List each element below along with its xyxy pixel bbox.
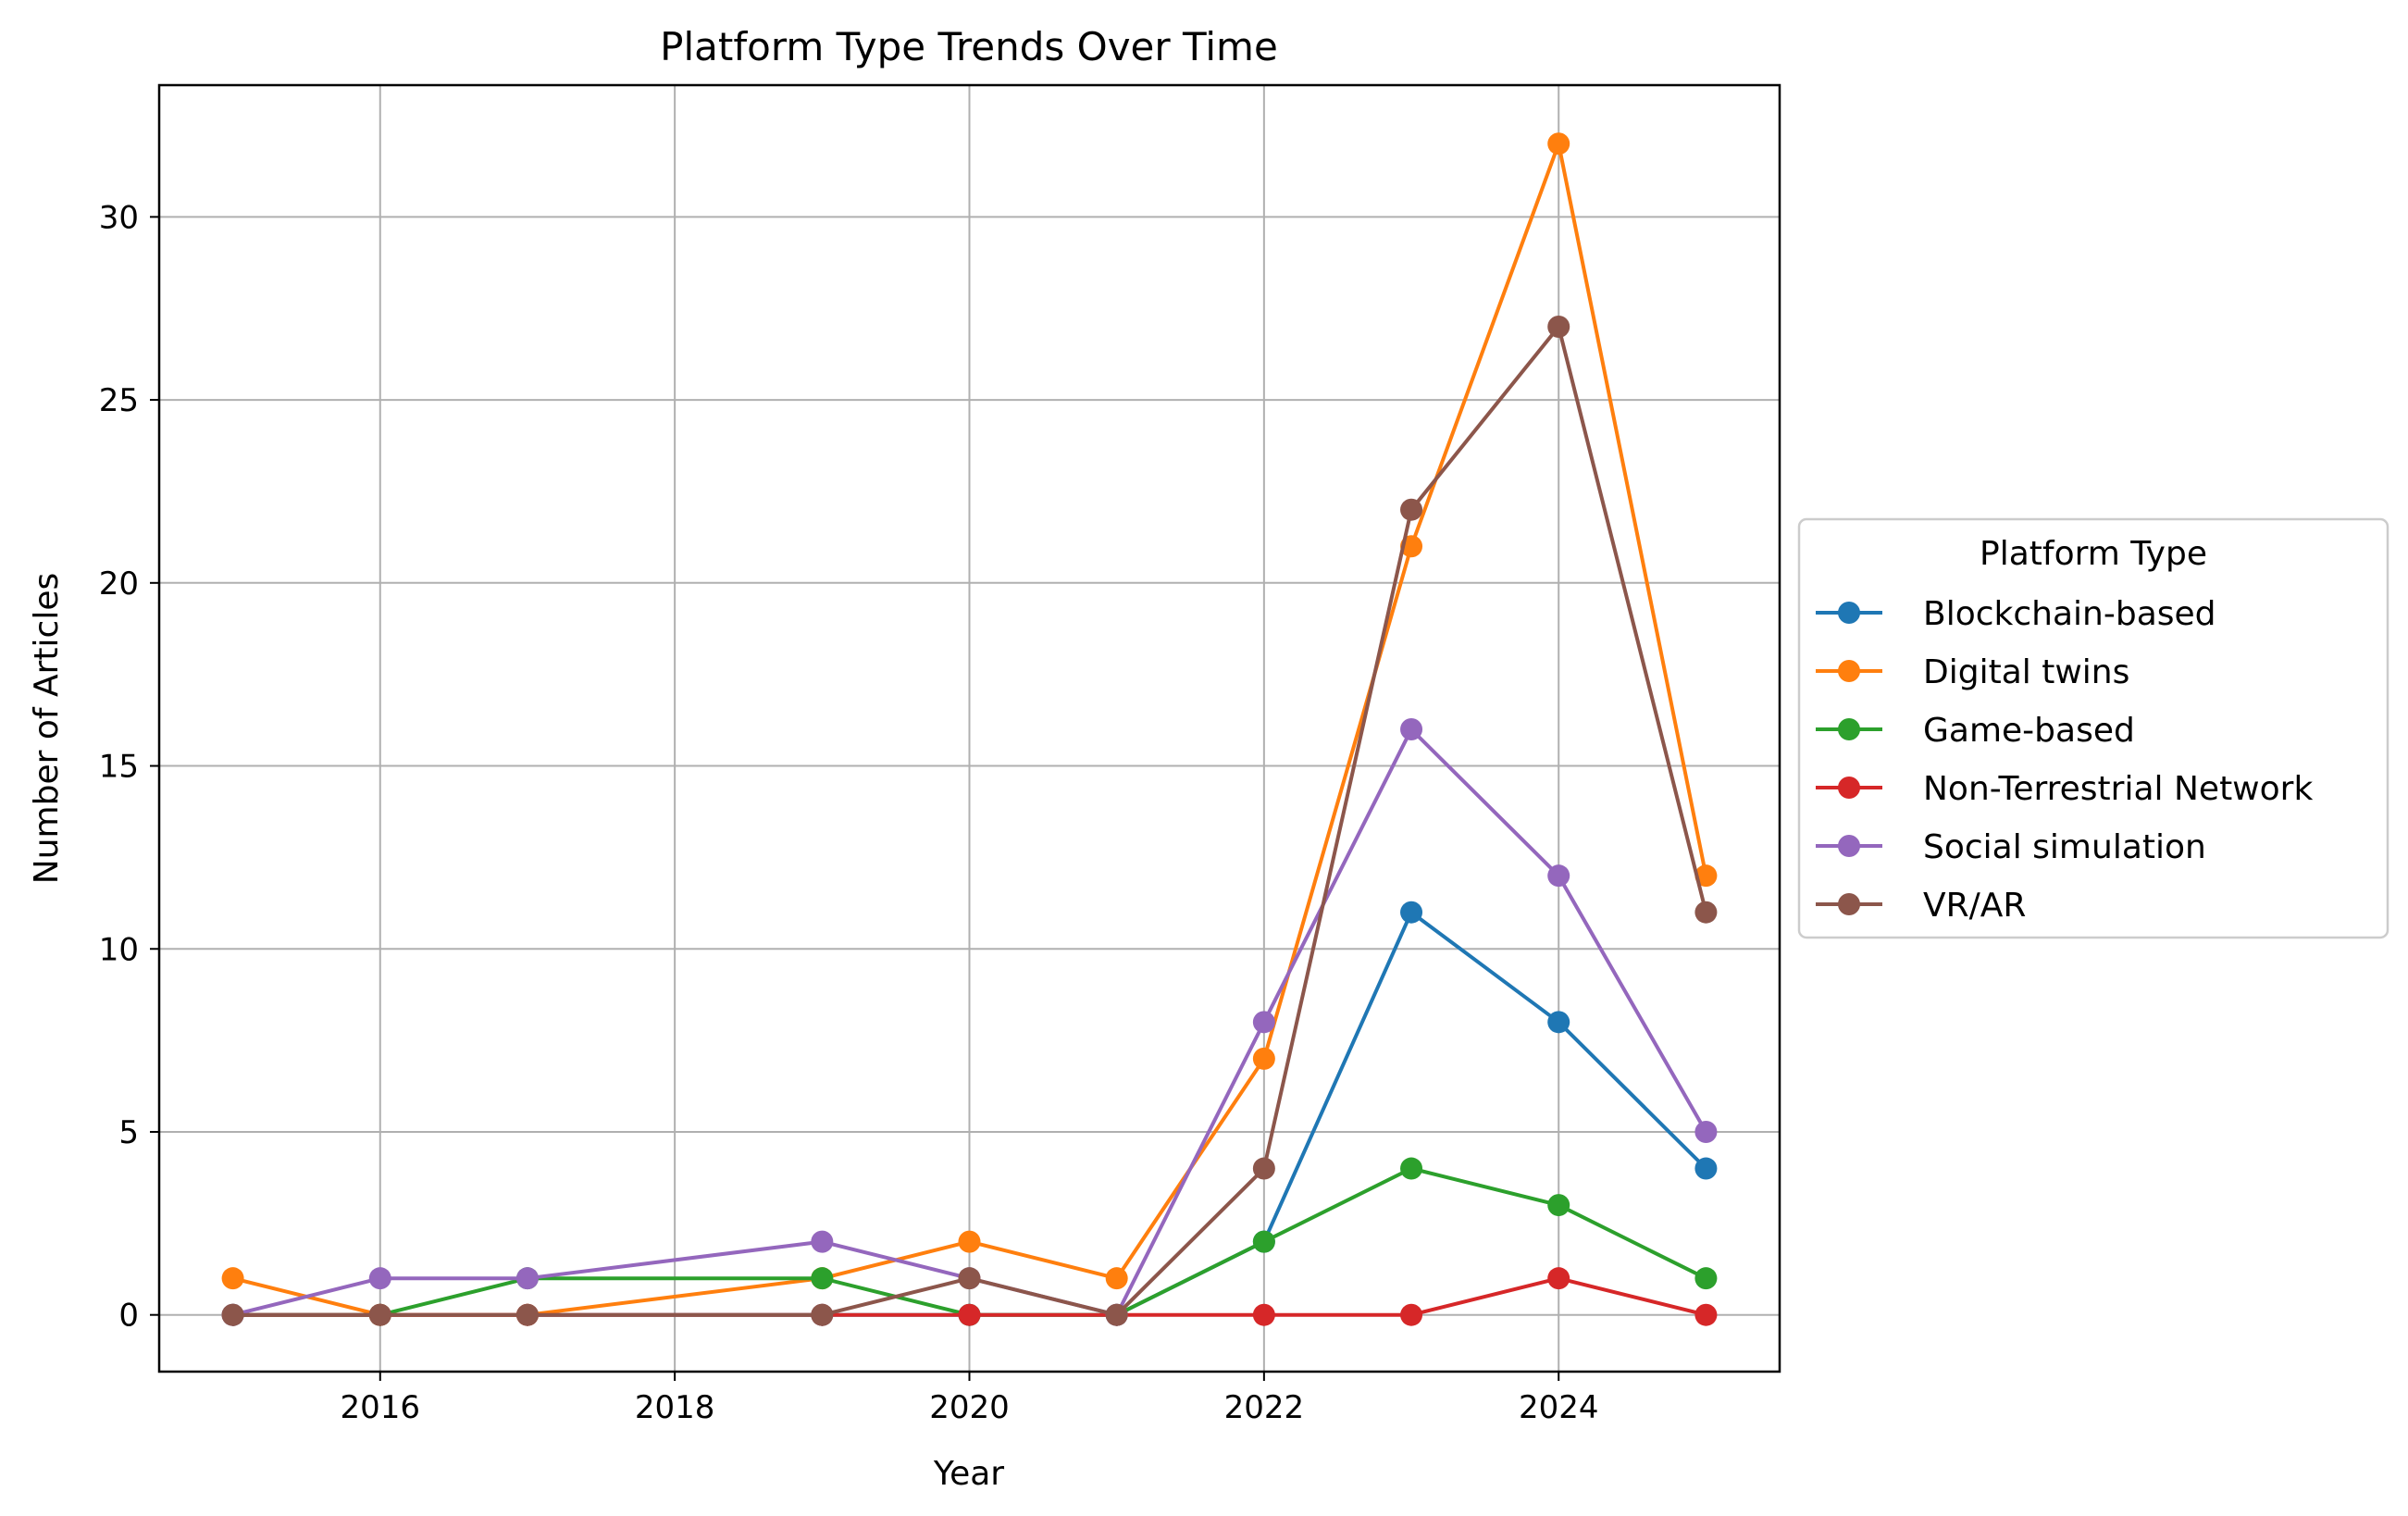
y-tick-label: 30 [99,199,139,236]
data-point [811,1230,834,1253]
data-point [515,1303,539,1326]
series-layer [221,132,1718,1326]
data-point [1400,498,1423,521]
legend-item: Digital twins [1816,653,2129,691]
legend-item: Social simulation [1816,828,2206,866]
legend-item: Blockchain-based [1816,595,2216,633]
legend-marker [1838,893,1860,915]
data-point [1694,1157,1718,1180]
legend-item: VR/AR [1816,887,2026,925]
data-point [515,1267,539,1290]
legend-label: Non-Terrestrial Network [1923,770,2313,808]
legend: Platform Type Blockchain-based Digital tw… [1797,517,2389,939]
data-point [1252,1157,1275,1180]
y-tick-label: 5 [118,1114,139,1151]
legend-marker [1838,602,1860,624]
y-tick-label: 15 [99,749,139,786]
legend-items: Blockchain-based Digital twins Game-based N… [1816,595,2313,925]
data-point [1105,1303,1128,1326]
data-point [221,1267,244,1290]
data-point [1694,901,1718,924]
data-point [1547,864,1570,888]
data-point [1252,1047,1275,1070]
legend-marker [1838,835,1860,857]
y-tick-label: 25 [99,382,139,419]
legend-label: Digital twins [1923,653,2129,691]
data-point [221,1303,244,1326]
data-point [1547,1267,1570,1290]
legend-label: VR/AR [1923,887,2026,925]
data-point [1105,1267,1128,1290]
data-point [1547,1194,1570,1217]
data-point [958,1303,981,1326]
legend-marker [1838,660,1860,682]
x-tick-label: 2016 [341,1389,421,1426]
data-point [1252,1230,1275,1253]
data-point [1400,1303,1423,1326]
legend-marker [1838,718,1860,740]
legend-item: Non-Terrestrial Network [1816,770,2313,808]
data-point [1252,1011,1275,1034]
data-point [368,1303,391,1326]
data-point [1694,1303,1718,1326]
data-point [1547,315,1570,338]
data-point [1547,132,1570,155]
grid [159,85,1780,1372]
data-point [1694,864,1718,888]
x-tick-label: 2024 [1519,1389,1599,1426]
legend-title: Platform Type [1980,535,2207,573]
y-axis-ticks: 0 5 10 15 20 25 30 [99,199,159,1335]
y-tick-label: 20 [99,565,139,603]
y-axis-label: Number of Articles [28,573,66,884]
series-vr-ar [221,315,1718,1326]
x-axis-ticks: 2016 2018 2020 2022 2024 [341,1372,1599,1426]
y-tick-label: 10 [99,931,139,968]
data-point [1694,1120,1718,1143]
chart-title: Platform Type Trends Over Time [660,24,1278,69]
data-point [1400,717,1423,740]
data-point [368,1267,391,1290]
data-point [1547,1011,1570,1034]
x-tick-label: 2018 [635,1389,715,1426]
legend-label: Blockchain-based [1923,595,2216,633]
x-tick-label: 2020 [929,1389,1010,1426]
legend-marker [1838,777,1860,799]
x-tick-label: 2022 [1224,1389,1305,1426]
data-point [1252,1303,1275,1326]
y-tick-label: 0 [118,1298,139,1335]
data-point [1400,1157,1423,1180]
legend-label: Game-based [1923,712,2135,750]
data-point [958,1230,981,1253]
legend-box [1797,517,2389,939]
data-point [1400,901,1423,924]
x-axis-label: Year [933,1455,1004,1493]
data-point [811,1267,834,1290]
legend-item: Game-based [1816,712,2135,750]
series-line [232,325,1708,1317]
data-point [958,1267,981,1290]
data-point [1694,1267,1718,1290]
legend-label: Social simulation [1923,828,2206,866]
data-point [811,1303,834,1326]
